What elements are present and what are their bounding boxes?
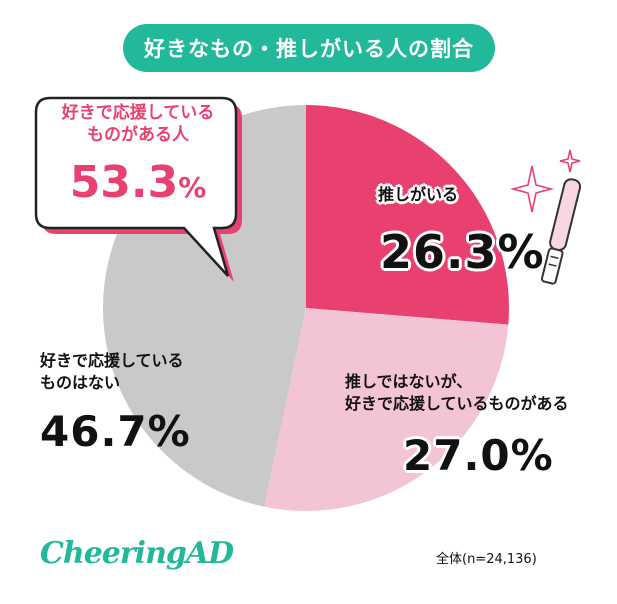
callout-unit: % xyxy=(178,171,207,204)
label-none: 好きで応援している ものはない xyxy=(40,350,184,394)
label-none-line1: 好きで応援している xyxy=(40,351,184,370)
sparkle-icon xyxy=(509,149,581,213)
label-oshi-pct: 26.3% xyxy=(380,225,545,279)
callout-line2: ものがある人 xyxy=(87,125,189,145)
label-oshi: 推しがいる xyxy=(378,184,458,206)
label-fan-pct: 27.0% xyxy=(403,431,554,480)
label-fan-line2: 好きで応援しているものがある xyxy=(345,394,569,413)
penlight-icon xyxy=(540,178,582,285)
label-none-pct: 46.7% xyxy=(40,407,191,456)
callout-number: 53.3 xyxy=(69,157,179,208)
label-fan: 推しではないが、 好きで応援しているものがある xyxy=(345,371,569,415)
label-none-line2: ものはない xyxy=(40,373,121,392)
label-oshi-text: 推しがいる xyxy=(378,185,459,204)
callout-value: 53.3% xyxy=(38,158,238,213)
pie-slice-oshi xyxy=(306,105,509,325)
callout-bubble xyxy=(34,96,242,282)
callout-line1: 好きで応援している xyxy=(61,103,215,123)
pie-slice-fan xyxy=(264,308,509,511)
cheeringad-logo: CheeringAD xyxy=(40,536,234,571)
chart-title: 好きなもの・推しがいる人の割合 xyxy=(123,24,495,72)
label-fan-line1: 推しではないが、 xyxy=(345,372,473,391)
callout-text: 好きで応援している ものがある人 xyxy=(38,102,238,146)
sample-size-note: 全体(n=24,136) xyxy=(436,552,537,567)
